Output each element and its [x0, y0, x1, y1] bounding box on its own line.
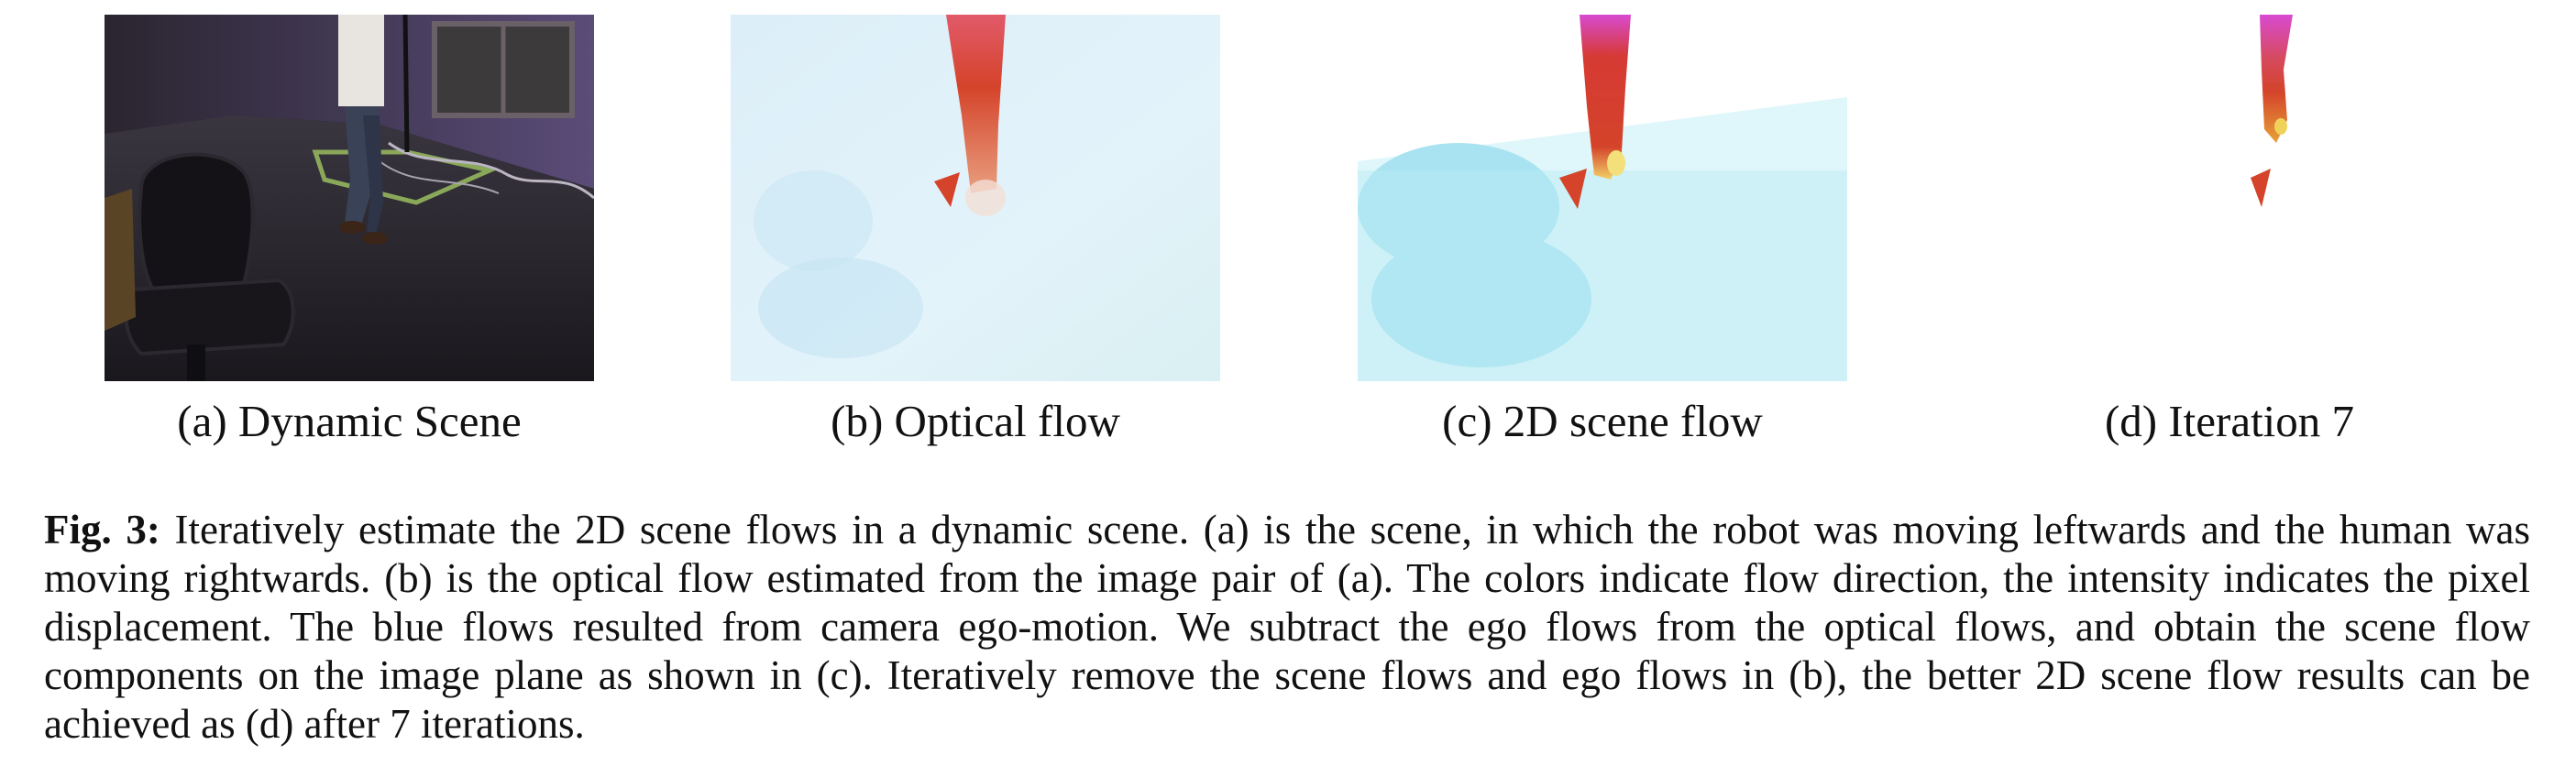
- figure-caption-text: Iteratively estimate the 2D scene flows …: [44, 507, 2530, 747]
- scene-chair-back: [139, 155, 252, 299]
- subfigure-b-caption: (b) Optical flow: [700, 394, 1250, 449]
- figure-caption: Fig. 3: Iteratively estimate the 2D scen…: [44, 506, 2530, 749]
- iteration-flow-background: [1985, 15, 2474, 381]
- subfigure-c-caption: (c) 2D scene flow: [1327, 394, 1877, 449]
- scene-human-shirt: [338, 15, 384, 106]
- subfigure-b-optical-flow-image: [731, 15, 1220, 381]
- subfigure-c-2d-scene-flow-image: [1358, 15, 1847, 381]
- subfigure-d-iteration-7-image: [1985, 15, 2474, 381]
- subfigure-d-caption: (d) Iteration 7: [1954, 394, 2504, 449]
- scene-chair-seat: [126, 280, 292, 354]
- figure-label: Fig. 3:: [44, 507, 160, 553]
- subfigure-a-dynamic-scene-image: [105, 15, 594, 381]
- subfigure-a-caption: (a) Dynamic Scene: [74, 394, 624, 449]
